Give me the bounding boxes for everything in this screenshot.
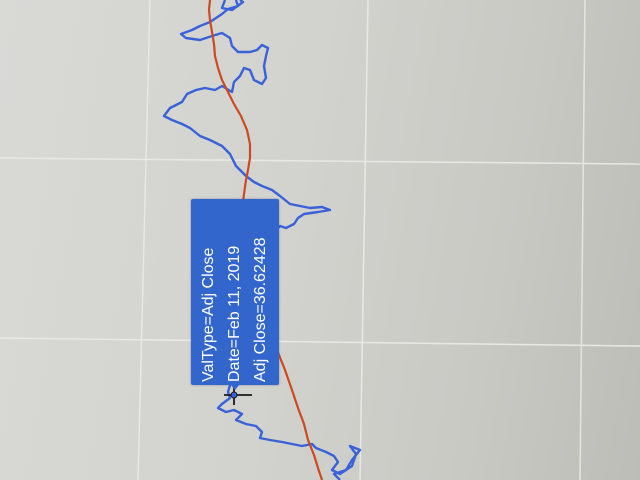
gridline <box>0 157 640 165</box>
adj-close-line[interactable] <box>220 0 245 12</box>
gridline <box>579 0 586 480</box>
tooltip-text: ValType=Adj Close Date=Feb 11, 2019 Adj … <box>193 202 277 382</box>
tooltip-date: Date=Feb 11, 2019 <box>226 245 243 382</box>
gridline <box>137 0 151 480</box>
tooltip-valtype: ValType=Adj Close <box>200 247 217 382</box>
gridline <box>0 337 640 347</box>
tooltip-pointer <box>230 384 240 390</box>
moving-average-line[interactable] <box>207 0 324 480</box>
hover-marker <box>230 391 238 399</box>
tooltip-value: Adj Close=36.62428 <box>252 237 269 382</box>
gridline <box>359 0 369 480</box>
hover-tooltip: ValType=Adj Close Date=Feb 11, 2019 Adj … <box>191 199 279 385</box>
adj-close-line-main[interactable] <box>162 0 362 480</box>
